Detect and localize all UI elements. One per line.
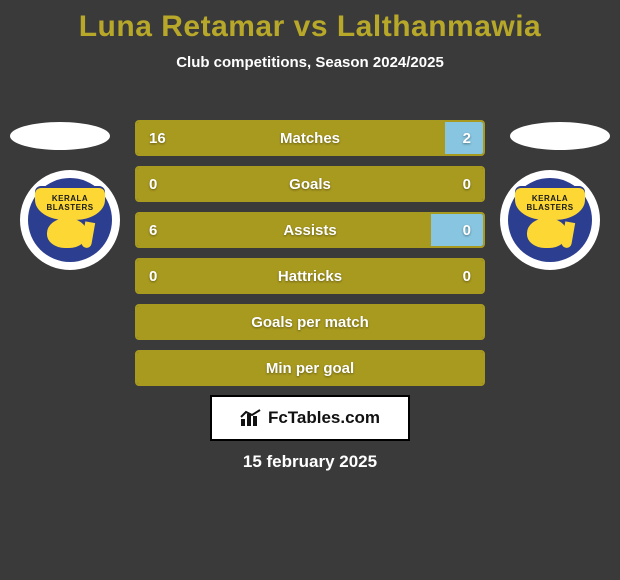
stat-row: Goals per match [135, 304, 485, 340]
stat-value-left: 6 [149, 214, 157, 246]
player-left-name: Luna Retamar [79, 10, 285, 43]
club-right-line2: BLASTERS [526, 203, 573, 212]
chart-icon [240, 409, 262, 427]
stat-value-left: 0 [149, 168, 157, 200]
fctables-logo: FcTables.com [210, 395, 410, 441]
stat-value-right: 0 [463, 260, 471, 292]
club-left-line1: KERALA [52, 194, 88, 203]
fctables-text: FcTables.com [268, 408, 380, 428]
stat-value-left: 16 [149, 122, 166, 154]
stat-label: Goals [137, 168, 483, 200]
stat-label: Goals per match [137, 306, 483, 338]
stat-row: Goals0 0 [135, 166, 485, 202]
stat-row: Assists6 0 [135, 212, 485, 248]
subtitle: Club competitions, Season 2024/2025 [0, 54, 620, 71]
club-left-line2: BLASTERS [46, 203, 93, 212]
player-right-photo-placeholder [510, 122, 610, 150]
stat-row: Min per goal [135, 350, 485, 386]
player-right-name: Lalthanmawia [337, 10, 541, 43]
stat-label: Hattricks [137, 260, 483, 292]
player-left-photo-placeholder [10, 122, 110, 150]
stat-value-right: 2 [463, 122, 471, 154]
stat-label: Matches [137, 122, 483, 154]
club-badge-left: KERALA BLASTERS [20, 170, 120, 270]
club-right-line1: KERALA [532, 194, 568, 203]
club-badge-right: KERALA BLASTERS [500, 170, 600, 270]
stat-label: Min per goal [137, 352, 483, 384]
stat-row: Hattricks0 0 [135, 258, 485, 294]
date-label: 15 february 2025 [0, 452, 620, 472]
stat-value-right: 0 [463, 168, 471, 200]
elephant-icon [45, 216, 95, 252]
page-title: Luna Retamar vs Lalthanmawia [0, 0, 620, 44]
stat-value-right: 0 [463, 214, 471, 246]
stat-value-left: 0 [149, 260, 157, 292]
stat-row: Matches16 2 [135, 120, 485, 156]
vs-word: vs [294, 10, 328, 43]
stat-label: Assists [137, 214, 483, 246]
stats-bars: Matches162Goals00Assists60Hattricks00Goa… [135, 120, 485, 396]
elephant-icon [525, 216, 575, 252]
